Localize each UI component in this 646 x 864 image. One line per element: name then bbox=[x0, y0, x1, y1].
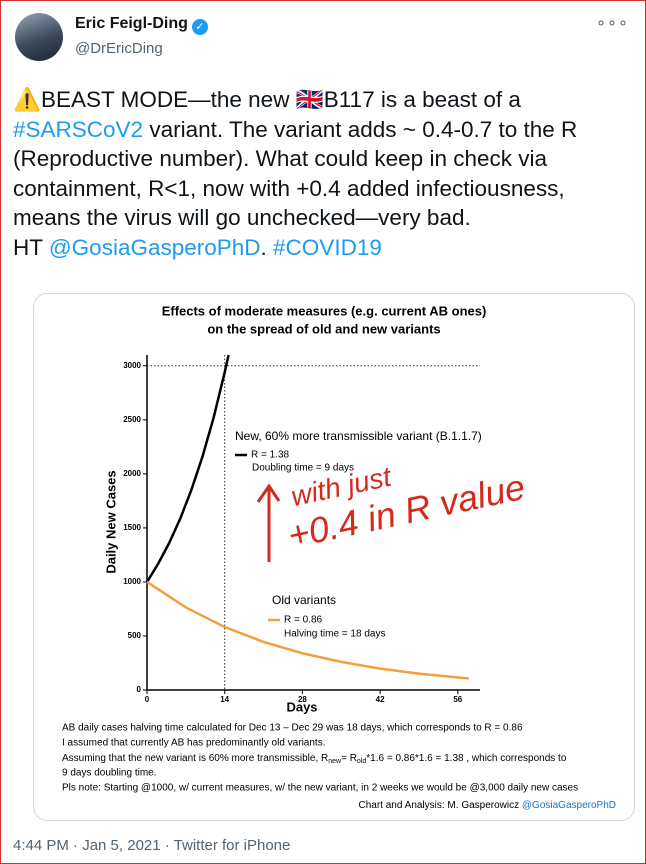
more-menu[interactable]: ∘∘∘ bbox=[595, 15, 629, 32]
timestamp[interactable]: 4:44 PM · Jan 5, 2021 · Twitter for iPho… bbox=[13, 837, 291, 854]
note-part: new bbox=[328, 758, 342, 765]
tweet-paragraph: HT @GosiaGasperoPhD. #COVID19 bbox=[13, 233, 638, 263]
tweet-paragraph: ⚠️BEAST MODE—the new 🇬🇧B117 is a beast o… bbox=[13, 85, 638, 233]
note: Pls note: Starting @1000, w/ current mea… bbox=[62, 783, 578, 794]
tweet-link[interactable]: @GosiaGasperoPhD bbox=[48, 234, 261, 260]
annotation: Doubling time = 9 days bbox=[252, 463, 354, 474]
tweet-text: variant. The variant adds ~ 0.4-0.7 to t… bbox=[13, 116, 578, 231]
legend-label: R = 0.86 bbox=[284, 615, 323, 626]
image-card[interactable]: Effects of moderate measures (e.g. curre… bbox=[33, 293, 635, 821]
legend-label: R = 1.38 bbox=[251, 450, 290, 461]
note: AB daily cases halving time calculated f… bbox=[62, 723, 523, 734]
x-tick-label: 0 bbox=[145, 695, 150, 704]
note-part: = R bbox=[341, 753, 357, 764]
tweet-link[interactable]: #SARSCoV2 bbox=[13, 116, 144, 142]
annotation: Halving time = 18 days bbox=[284, 629, 385, 640]
note-part: Assuming that the new variant is 60% mor… bbox=[62, 753, 328, 764]
credit-text: Chart and Analysis: M. Gasperowicz bbox=[359, 800, 522, 811]
chart-title: Effects of moderate measures (e.g. curre… bbox=[162, 303, 487, 318]
note: 9 days doubling time. bbox=[62, 768, 157, 779]
y-tick-label: 2500 bbox=[123, 415, 141, 424]
credit-handle: @GosiaGasperoPhD bbox=[522, 800, 616, 811]
tweet-text: HT bbox=[13, 234, 49, 260]
tweet-text: ⚠️BEAST MODE—the new 🇬🇧B117 is a beast o… bbox=[13, 87, 521, 112]
chart: Effects of moderate measures (e.g. curre… bbox=[62, 303, 617, 811]
note-part: old bbox=[357, 758, 366, 765]
tweet-body: ⚠️BEAST MODE—the new 🇬🇧B117 is a beast o… bbox=[13, 85, 638, 262]
author-name[interactable]: Eric Feigl-Ding ✓ bbox=[75, 15, 208, 35]
x-axis-label: Days bbox=[286, 699, 317, 714]
tweet-link[interactable]: #COVID19 bbox=[273, 234, 382, 260]
verified-badge: ✓ bbox=[191, 19, 208, 35]
chart-title: on the spread of old and new variants bbox=[207, 321, 440, 336]
y-tick-label: 0 bbox=[137, 685, 142, 694]
y-axis-label: Daily New Cases bbox=[103, 470, 118, 573]
x-tick-label: 42 bbox=[376, 695, 385, 704]
note: I assumed that currently AB has predomin… bbox=[62, 738, 325, 749]
credit: Chart and Analysis: M. Gasperowicz @Gosi… bbox=[359, 800, 617, 811]
tweet-text: . bbox=[260, 234, 274, 260]
handwritten-arrow bbox=[256, 483, 281, 503]
y-tick-label: 1000 bbox=[123, 577, 141, 586]
annotation: New, 60% more transmissible variant (B.1… bbox=[235, 429, 482, 443]
series-line bbox=[145, 354, 230, 583]
x-tick-label: 56 bbox=[453, 695, 462, 704]
series-line bbox=[146, 580, 470, 680]
y-tick-label: 500 bbox=[128, 631, 142, 640]
note-part: *1.6 = 0.86*1.6 = 1.38 , which correspon… bbox=[366, 753, 567, 764]
note: Assuming that the new variant is 60% mor… bbox=[62, 753, 567, 765]
y-tick-label: 2000 bbox=[123, 469, 141, 478]
author-handle[interactable]: @DrEricDing bbox=[75, 40, 163, 57]
x-tick-label: 14 bbox=[220, 695, 229, 704]
avatar[interactable] bbox=[15, 13, 63, 61]
annotation: Old variants bbox=[272, 593, 336, 607]
y-tick-label: 1500 bbox=[123, 523, 141, 532]
x-tick-label: 28 bbox=[298, 695, 307, 704]
y-tick-label: 3000 bbox=[123, 361, 141, 370]
name-text[interactable]: Eric Feigl-Ding bbox=[75, 15, 188, 32]
